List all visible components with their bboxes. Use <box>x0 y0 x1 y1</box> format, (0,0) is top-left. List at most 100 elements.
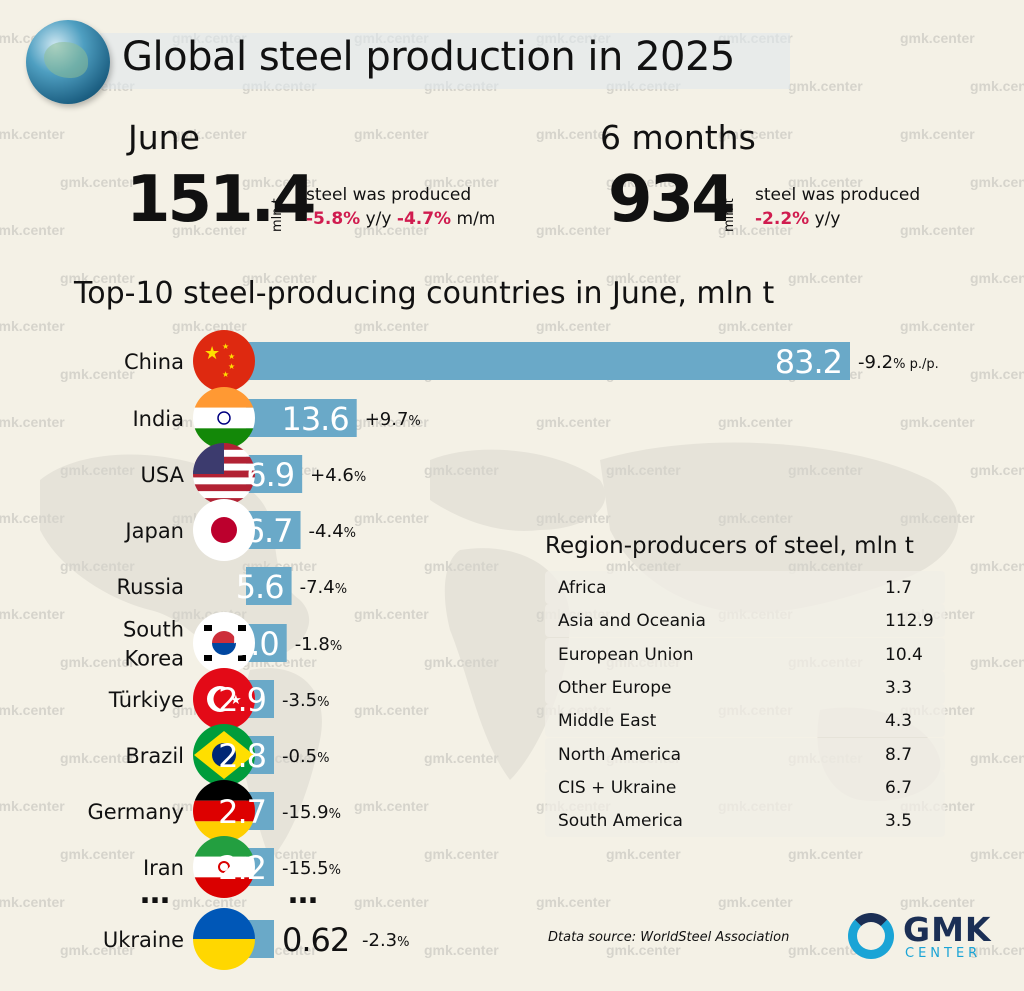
value-label: 0.62 <box>282 921 349 959</box>
change-unit: % p./p. <box>893 357 939 372</box>
category-label: India <box>132 407 184 431</box>
svg-text:★: ★ <box>228 362 235 371</box>
category-label: Brazil <box>125 744 184 768</box>
region-name: Asia and Oceania <box>558 611 706 632</box>
china-flag: ★ ★★★★ <box>193 330 255 392</box>
region-value: 1.7 <box>885 578 913 598</box>
bar <box>246 455 303 493</box>
change-label: -7.4% <box>300 577 347 598</box>
region-value: 4.3 <box>885 711 913 732</box>
region-row: South America 3.5 <box>545 804 945 838</box>
half-year-label: 6 months <box>600 118 756 157</box>
june-unit: mln t <box>270 198 285 232</box>
logo-subtitle: CENTER <box>905 946 982 961</box>
watermark-text: gmk.center <box>970 78 1024 94</box>
bar <box>246 567 292 605</box>
change-unit: % <box>317 695 329 710</box>
region-name: North America <box>558 744 682 765</box>
change-label: -1.8% <box>295 634 342 655</box>
region-table-title: Region-producers of steel, mln t <box>545 533 914 559</box>
category-label: USA <box>141 463 185 487</box>
category-label: Germany <box>87 800 184 824</box>
change-label: -9.2% p./p. <box>858 352 939 373</box>
iran-flag <box>193 836 255 898</box>
june-text: steel was produced <box>306 185 472 205</box>
watermark-text: gmk.center <box>788 78 863 94</box>
value-label: 83.2 <box>775 343 842 381</box>
category-label: Korea <box>124 647 184 671</box>
value-label: 6.9 <box>246 456 294 494</box>
watermark-text: gmk.center <box>60 174 135 190</box>
region-row: Africa 1.7 <box>545 571 945 604</box>
region-value: 6.7 <box>885 777 913 798</box>
brazil-flag <box>193 724 255 786</box>
watermark-text: gmk.center <box>0 126 65 142</box>
region-row: CIS + Ukraine 6.7 <box>545 770 945 804</box>
japan-flag <box>193 499 255 561</box>
watermark-text: gmk.center <box>536 222 611 238</box>
change-unit: % <box>335 582 347 597</box>
region-name: Other Europe <box>558 677 672 698</box>
change-unit: % <box>329 863 341 878</box>
watermark-text: gmk.center <box>788 270 863 286</box>
value-label: 6.7 <box>245 512 293 550</box>
value-label: 2.7 <box>218 793 266 831</box>
region-row: Middle East 4.3 <box>545 704 945 738</box>
logo-name: GMK <box>903 910 992 949</box>
germany-flag <box>193 780 255 842</box>
category-label: China <box>124 350 184 374</box>
region-value: 3.5 <box>885 811 913 832</box>
page-title: Global steel production in 2025 <box>122 34 735 80</box>
change-label: -3.5% <box>282 690 329 711</box>
region-value: 8.7 <box>885 744 913 765</box>
region-value: 10.4 <box>885 644 923 665</box>
ellipsis-marker: … <box>140 876 170 911</box>
watermark-text: gmk.center <box>900 30 975 46</box>
change-label: -2.3% <box>362 930 409 951</box>
category-label: Russia <box>116 575 184 599</box>
value-label: 5.0 <box>231 625 279 663</box>
change-unit: % <box>329 807 341 822</box>
june-yy-unit: y/y <box>365 209 392 229</box>
region-value: 3.3 <box>885 677 913 698</box>
change-label: -15.9% <box>282 802 341 823</box>
june-mm: -4.7% <box>396 209 452 229</box>
half-year-unit: mln t <box>722 198 737 232</box>
svg-text:★: ★ <box>204 343 220 364</box>
region-name: South America <box>558 811 683 832</box>
category-label: Ukraine <box>103 928 184 952</box>
bar <box>246 399 357 437</box>
change-label: -0.5% <box>282 746 329 767</box>
region-row: North America 8.7 <box>545 737 945 771</box>
half-year-value: 934 <box>608 163 736 237</box>
change-unit: % <box>397 935 409 950</box>
value-label: 13.6 <box>281 400 348 438</box>
june-value: 151.4 <box>126 163 316 237</box>
region-name: Africa <box>558 578 607 598</box>
half-year-yy-unit: y/y <box>814 209 841 229</box>
change-label: +9.7% <box>365 409 421 430</box>
watermark-text: gmk.center <box>354 126 429 142</box>
region-value: 112.9 <box>885 611 934 632</box>
category-label: Japan <box>123 519 184 543</box>
half-year-text: steel was produced <box>755 185 921 205</box>
watermark-text: gmk.center <box>0 222 65 238</box>
half-year-changes: -2.2% y/y <box>755 209 840 229</box>
svg-text:★: ★ <box>228 352 235 361</box>
chart-title: Top-10 steel-producing countries in June… <box>74 276 775 311</box>
category-label: South <box>123 618 184 642</box>
region-name: Middle East <box>558 711 657 732</box>
region-name: CIS + Ukraine <box>558 777 677 798</box>
change-label: +4.6% <box>310 465 366 486</box>
category-label: Iran <box>143 856 184 880</box>
svg-text:★: ★ <box>222 342 229 351</box>
gmk-logo-icon <box>848 913 894 959</box>
value-label: 2.8 <box>218 737 266 775</box>
half-year-yy: -2.2% <box>755 209 810 229</box>
value-label: 5.6 <box>236 568 284 606</box>
watermark-text: gmk.center <box>900 222 975 238</box>
watermark-text: gmk.center <box>970 174 1024 190</box>
india-flag <box>193 387 255 449</box>
change-unit: % <box>317 751 329 766</box>
june-mm-unit: m/m <box>456 209 496 229</box>
